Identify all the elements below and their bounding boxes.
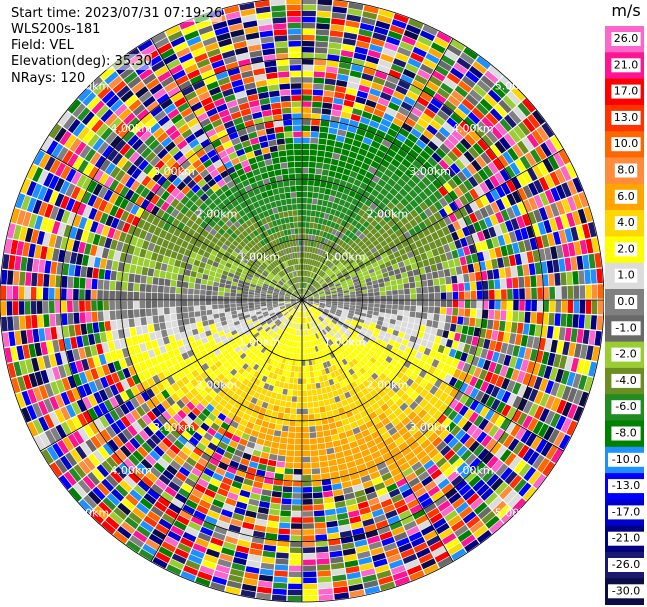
ring-label: 4.00km: [452, 464, 494, 477]
colorbar-tick-label: 26.0: [614, 32, 639, 45]
colorbar-tick-bg: [611, 32, 641, 46]
colorbar-tick-bg: [611, 84, 641, 99]
ring-label: 3.00km: [153, 165, 195, 178]
ring-label: 5.00km: [495, 79, 537, 92]
spoke-150deg: [301, 299, 454, 562]
velocity-cells: [0, 0, 604, 602]
colorbar-tick-label: -10.0: [612, 453, 640, 466]
colorbar-tick-bg: [611, 321, 641, 336]
ring-label: 2.00km: [196, 378, 238, 391]
colorbar-tick-label: 0.0: [617, 295, 635, 308]
ring-label: 4.00km: [452, 122, 494, 135]
colorbar-tick-bg: [611, 58, 641, 73]
colorbar-tick-bg: [608, 479, 644, 494]
spoke-240deg: [40, 299, 303, 452]
colorbar-tick-bg: [614, 242, 638, 257]
ring-label: 2.00km: [367, 208, 409, 221]
colorbar-tick-label: 10.0: [614, 137, 639, 150]
spoke-300deg: [40, 148, 303, 301]
ring-label: 3.00km: [153, 421, 195, 434]
colorbar-tick-bg: [611, 373, 641, 388]
colorbar-tick-bg: [614, 268, 638, 283]
ring-label: 5.00km: [68, 507, 110, 520]
ring-label: 1.00km: [324, 336, 366, 349]
colorbar-tick-label: -26.0: [612, 558, 640, 571]
colorbar-tick-label: -6.0: [615, 400, 636, 413]
start-time-label: Start time: 2023/07/31 07:19:26: [11, 6, 223, 22]
colorbar-tick-label: -8.0: [615, 427, 636, 440]
colorbar-tick-label: 8.0: [617, 164, 635, 177]
colorbar-tick-label: 4.0: [617, 216, 635, 229]
ring-label: 3.00km: [409, 165, 451, 178]
colorbar: m/s 26.0 21.0 17.0 13.0 10.0 8.0 6.0 4.0 2.0 1.0 0…: [605, 1, 644, 605]
colorbar-tick-label: -13.0: [612, 479, 640, 492]
colorbar-tick-bg: [614, 216, 638, 231]
ring-label: 1.00km: [239, 250, 281, 263]
colorbar-tick-bg: [608, 558, 644, 572]
ppi-plot: 1.00km 1.00km 1.00km 1.00km 2.00km 2.00km 2.00…: [0, 0, 604, 603]
instrument-label: WLS200s-181: [11, 22, 101, 38]
colorbar-tick-label: 17.0: [614, 85, 639, 98]
range-rings-grid: [0, 0, 604, 603]
colorbar-tick-label: -1.0: [615, 321, 636, 334]
colorbar-tick-bg: [608, 452, 644, 467]
colorbar-tick-bg: [614, 163, 638, 178]
colorbar-tick-label: -30.0: [612, 584, 640, 597]
ring-label: 4.00km: [110, 122, 152, 135]
nrays-label: NRays: 120: [11, 71, 86, 87]
colorbar-tick-bg: [611, 347, 641, 362]
colorbar-tick-bg: [614, 295, 638, 309]
elevation-label: Elevation(deg): 35.30: [11, 54, 152, 70]
colorbar-tick-bg: [611, 400, 641, 415]
colorbar-tick-bg: [608, 531, 644, 546]
ring-label: 2.00km: [367, 378, 409, 391]
ring-label: 5.00km: [495, 507, 537, 520]
colorbar-tick-label: -2.0: [615, 348, 636, 361]
colorbar-tick-label: 2.0: [617, 242, 635, 255]
ring-label: 1.00km: [324, 250, 366, 263]
ring-label: 4.00km: [110, 464, 152, 477]
colorbar-tick-label: -4.0: [615, 374, 636, 387]
colorbar-tick-bg: [611, 137, 641, 152]
spoke-210deg: [150, 299, 303, 562]
colorbar-tick-label: 13.0: [614, 111, 639, 124]
colorbar-tick-bg: [608, 505, 644, 520]
colorbar-tick-bg: [608, 584, 644, 599]
colorbar-tick-label: 6.0: [617, 190, 635, 203]
ring-label: 3.00km: [409, 421, 451, 434]
colorbar-tick-label: -17.0: [612, 505, 640, 518]
colorbar-tick-bg: [611, 426, 641, 441]
colorbar-tick-bg: [611, 110, 641, 125]
spoke-60deg: [301, 148, 564, 301]
spoke-30deg: [301, 38, 454, 301]
colorbar-tick-bg: [614, 189, 638, 204]
ring-label: 2.00km: [196, 208, 238, 221]
colorbar-tick-label: 1.0: [617, 269, 635, 282]
spoke-120deg: [301, 299, 564, 452]
field-label: Field: VEL: [11, 38, 74, 54]
ring-label: 1.00km: [239, 336, 281, 349]
colorbar-unit: m/s: [611, 1, 640, 20]
colorbar-tick-label: 21.0: [614, 58, 639, 71]
spoke-330deg: [150, 38, 303, 301]
colorbar-tick-label: -21.0: [612, 532, 640, 545]
ring-labels: 1.00km 1.00km 1.00km 1.00km 2.00km 2.00km 2.00…: [68, 79, 537, 519]
